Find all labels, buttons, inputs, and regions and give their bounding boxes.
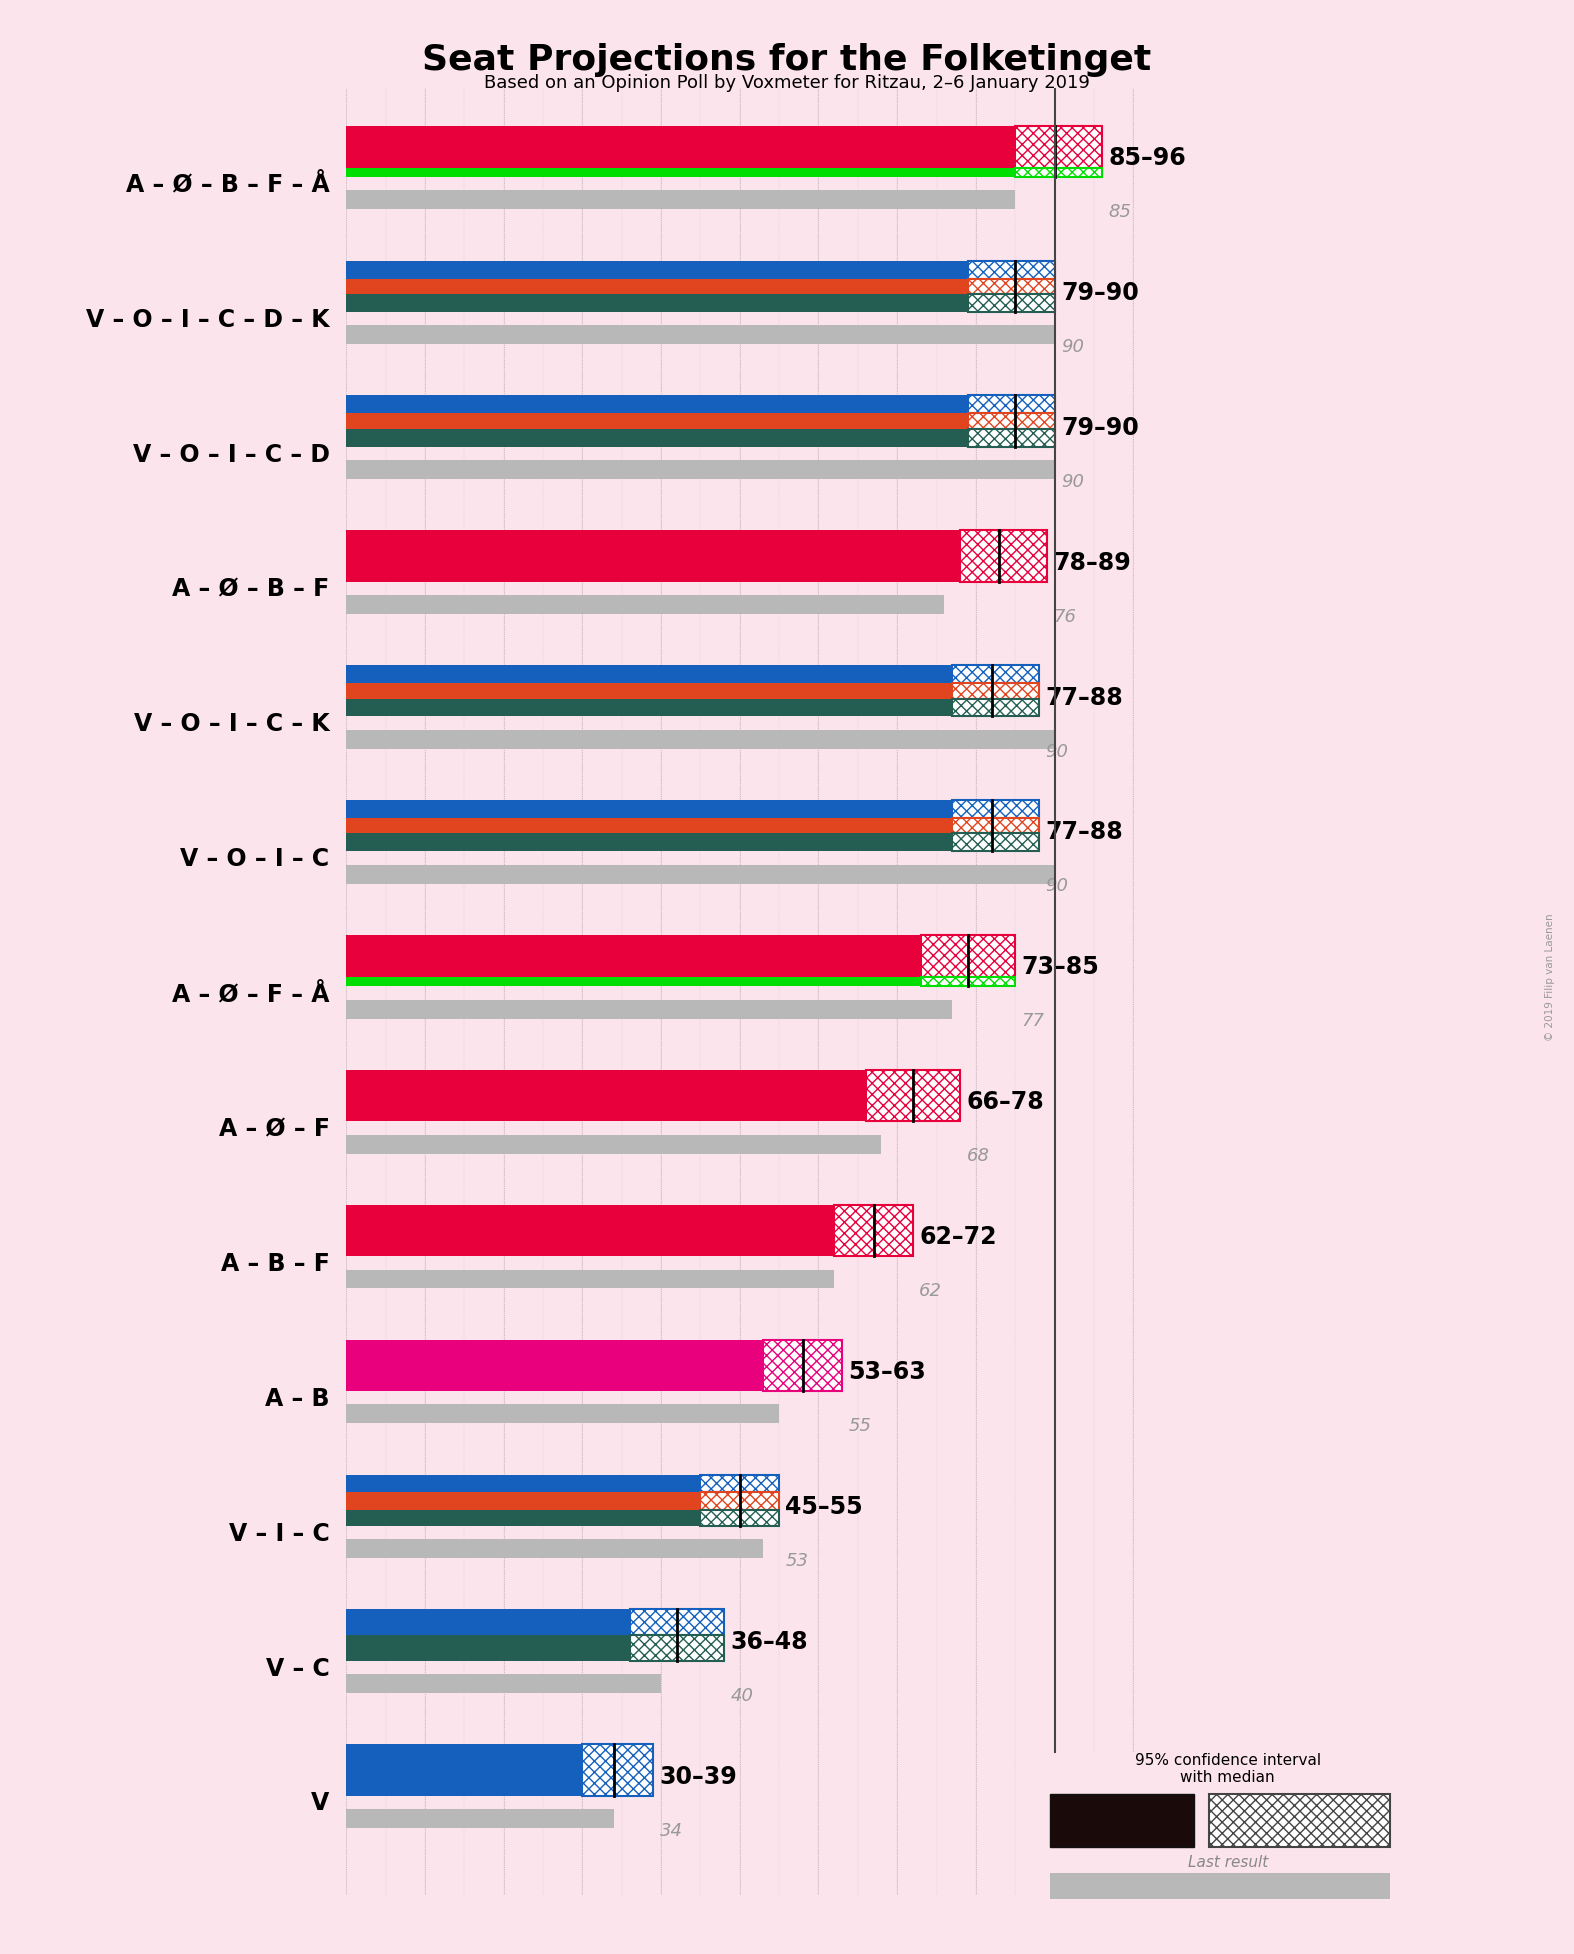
Bar <box>700 1510 779 1526</box>
Text: 95% confidence interval
with median: 95% confidence interval with median <box>1135 1753 1321 1786</box>
Text: Seat Projections for the Folketinget: Seat Projections for the Folketinget <box>422 43 1152 76</box>
Bar <box>1050 1872 1390 1899</box>
Bar <box>346 461 1055 479</box>
Bar <box>960 530 1047 582</box>
Bar <box>952 819 1039 834</box>
Bar <box>952 684 1039 698</box>
Text: 90: 90 <box>1045 877 1069 895</box>
Bar <box>346 1675 661 1692</box>
Text: 55: 55 <box>848 1417 872 1434</box>
Bar <box>921 977 1015 987</box>
Bar <box>968 428 1055 447</box>
Bar <box>952 664 1039 684</box>
Bar <box>1015 125 1102 168</box>
Bar <box>346 324 1055 344</box>
Text: 77: 77 <box>1022 1012 1045 1030</box>
Bar <box>952 799 1039 819</box>
Bar <box>346 1135 881 1153</box>
Bar <box>630 1610 724 1635</box>
Text: 76: 76 <box>1053 608 1077 625</box>
Bar <box>346 125 1015 168</box>
Bar <box>346 596 944 614</box>
Text: 53: 53 <box>785 1551 809 1569</box>
Text: 62: 62 <box>919 1282 943 1299</box>
Bar <box>346 977 921 987</box>
Text: 85: 85 <box>1108 203 1132 221</box>
Text: Based on an Opinion Poll by Voxmeter for Ritzau, 2–6 January 2019: Based on an Opinion Poll by Voxmeter for… <box>485 74 1089 92</box>
Text: 62–72: 62–72 <box>919 1225 996 1249</box>
Bar <box>346 1510 700 1526</box>
Bar <box>346 819 952 834</box>
Bar <box>346 1540 763 1557</box>
Bar <box>346 1809 614 1827</box>
Text: 53–63: 53–63 <box>848 1360 926 1383</box>
Bar <box>763 1340 842 1391</box>
Text: 77–88: 77–88 <box>1045 686 1122 709</box>
Bar <box>834 1206 913 1256</box>
Text: 45–55: 45–55 <box>785 1495 863 1518</box>
Bar <box>346 530 960 582</box>
Bar <box>346 1000 952 1018</box>
Bar <box>346 260 968 279</box>
Bar <box>630 1635 724 1661</box>
Text: 79–90: 79–90 <box>1061 281 1138 305</box>
Bar <box>346 1340 763 1391</box>
Bar <box>346 698 952 717</box>
Bar <box>346 936 921 977</box>
Text: 90: 90 <box>1045 743 1069 760</box>
Text: 90: 90 <box>1061 473 1084 490</box>
Bar <box>346 168 1015 178</box>
Text: 34: 34 <box>660 1821 683 1839</box>
Bar <box>346 1745 582 1796</box>
Bar <box>346 190 1015 209</box>
Text: 66–78: 66–78 <box>966 1090 1044 1114</box>
Bar <box>952 698 1039 717</box>
Bar <box>346 279 968 293</box>
Bar <box>866 1071 960 1122</box>
Bar <box>346 293 968 313</box>
Bar <box>346 1071 866 1122</box>
Bar <box>346 664 952 684</box>
Bar <box>346 1475 700 1493</box>
Bar <box>968 414 1055 428</box>
Bar <box>346 428 968 447</box>
Text: 77–88: 77–88 <box>1045 821 1122 844</box>
Bar <box>1015 168 1102 178</box>
Bar <box>346 1493 700 1510</box>
Text: 85–96: 85–96 <box>1108 147 1185 170</box>
Text: 36–48: 36–48 <box>730 1630 807 1653</box>
Bar <box>700 1493 779 1510</box>
Bar <box>968 293 1055 313</box>
Text: 73–85: 73–85 <box>1022 956 1099 979</box>
Bar <box>346 834 952 852</box>
Text: 40: 40 <box>730 1686 754 1704</box>
Bar <box>1209 1794 1390 1847</box>
Bar <box>346 1405 779 1423</box>
Bar <box>346 731 1055 748</box>
Bar <box>346 395 968 414</box>
Text: 90: 90 <box>1061 338 1084 356</box>
Bar <box>346 1206 834 1256</box>
Bar <box>968 395 1055 414</box>
Bar <box>346 866 1055 883</box>
Bar <box>346 1635 630 1661</box>
Bar <box>1050 1794 1193 1847</box>
Text: 79–90: 79–90 <box>1061 416 1138 440</box>
Text: 78–89: 78–89 <box>1053 551 1130 574</box>
Bar <box>952 834 1039 852</box>
Bar <box>346 414 968 428</box>
Bar <box>921 936 1015 977</box>
Bar <box>346 684 952 698</box>
Text: 30–39: 30–39 <box>660 1764 737 1788</box>
Bar <box>346 1270 834 1288</box>
Bar <box>582 1745 653 1796</box>
Bar <box>968 279 1055 293</box>
Text: 68: 68 <box>966 1147 990 1165</box>
Bar <box>700 1475 779 1493</box>
Bar <box>346 1610 630 1635</box>
Bar <box>968 260 1055 279</box>
Bar <box>346 799 952 819</box>
Text: Last result: Last result <box>1188 1856 1267 1870</box>
Text: © 2019 Filip van Laenen: © 2019 Filip van Laenen <box>1546 913 1555 1041</box>
